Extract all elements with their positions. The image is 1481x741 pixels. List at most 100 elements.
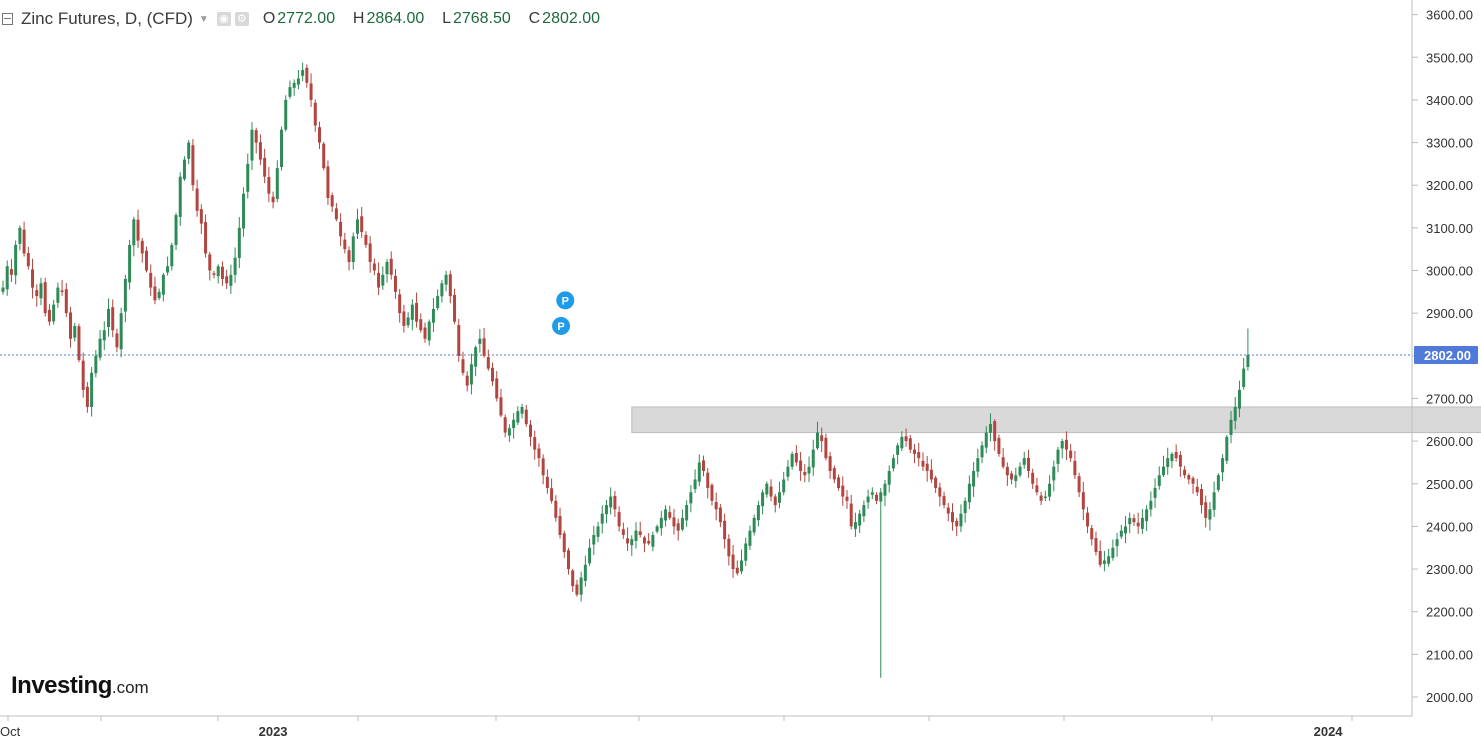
open-value: O 2772.00 [262,10,336,27]
candle-body [237,227,241,258]
low-value: L 2768.50 [442,10,511,27]
candle-body [714,502,718,510]
candle-body [258,142,262,160]
candle-body [790,453,794,467]
candle-body [360,216,364,233]
candle-body [102,330,106,341]
candle-body [491,367,495,382]
candle-body [1124,526,1128,534]
price-tick-label: 2900.00 [1426,306,1473,321]
candle-body [1094,538,1098,552]
candle-body [693,479,697,490]
candle-body [1225,436,1229,461]
candle-body [174,215,178,245]
event-markers[interactable]: PP [552,291,575,335]
candle-body [997,437,1001,454]
candle-body [440,283,444,297]
candle-body [1043,496,1047,499]
candle-body [204,222,208,254]
candle-body [423,327,427,339]
candle-body [326,166,330,198]
candle-body [1090,528,1094,540]
candle-body [900,436,904,449]
candle-body [60,290,64,292]
candle-body [604,505,608,515]
candle-body [351,236,355,263]
price-tick-label: 2700.00 [1426,391,1473,406]
candle-body [626,538,630,544]
candle-body [786,466,790,477]
candle-body [676,523,680,531]
candle-body [385,261,389,275]
candle-body [18,227,22,244]
candle-body [735,567,739,574]
time-tick-label: Oct [0,724,21,739]
candle-body [1191,478,1195,484]
candle-body [512,419,516,429]
candle-body [613,495,617,510]
candle-body [119,313,123,350]
candle-body [5,266,9,290]
price-tick-label: 2300.00 [1426,562,1473,577]
candle-body [191,145,195,186]
price-tick-label: 3100.00 [1426,221,1473,236]
candle-body [94,355,98,374]
current-price-label: 2802.00 [1424,348,1471,363]
candle-body [292,82,296,88]
candle-body [575,584,579,595]
instrument-title[interactable]: Zinc Futures, D, (CFD) [21,9,193,28]
candle-body [875,494,879,501]
gear-icon[interactable]: ⚙ [234,12,249,26]
candle-body [685,505,689,521]
candle-body [507,428,511,436]
candle-body [199,209,203,224]
candle-body [1111,547,1115,558]
time-tick-label: 2023 [259,724,288,739]
collapse-legend-icon[interactable] [2,13,13,25]
candle-body [799,460,803,471]
ohlc-values: O 2772.00 H 2864.00 L 2768.50 C 2802.00 [263,10,600,28]
candle-body [942,496,946,506]
time-tick-label: 2024 [1314,724,1344,739]
candle-body [980,445,984,458]
candle-body [280,129,284,167]
eye-icon[interactable]: ◉ [216,12,231,26]
candle-body [56,287,60,303]
candle-body [815,432,819,449]
price-tick-label: 2400.00 [1426,519,1473,534]
candle-body [1208,509,1212,520]
candle-body [220,266,224,280]
candle-body [1010,473,1014,480]
candle-body [740,560,743,572]
candle-body [541,458,545,476]
candle-body [381,274,385,286]
resistance-zone[interactable] [631,406,1481,434]
candle-body [1098,551,1102,565]
candle-body [1073,460,1077,476]
time-axis[interactable]: Oct 2023 2024 [0,716,1353,739]
price-tick-label: 3600.00 [1426,8,1473,23]
candle-body [1014,475,1018,481]
candle-body [271,196,275,203]
candle-body [883,483,887,496]
candle-body [533,437,537,450]
candle-body [1039,495,1043,501]
candle-body [275,168,279,199]
candle-body [1166,458,1170,467]
candle-body [372,263,376,271]
candle-body [811,449,815,468]
candle-body [254,130,258,143]
candle-body [845,496,849,501]
candle-body [14,244,18,276]
candle-body [322,143,326,169]
candle-body [1077,476,1081,493]
candle-body [917,452,921,459]
candle-body [558,515,562,535]
candle-body [1086,512,1090,527]
candle-body [727,538,731,557]
candle-body [984,432,988,448]
candle-body [938,487,942,497]
candle-body [410,304,414,320]
chevron-down-icon[interactable]: ▼ [198,13,209,25]
